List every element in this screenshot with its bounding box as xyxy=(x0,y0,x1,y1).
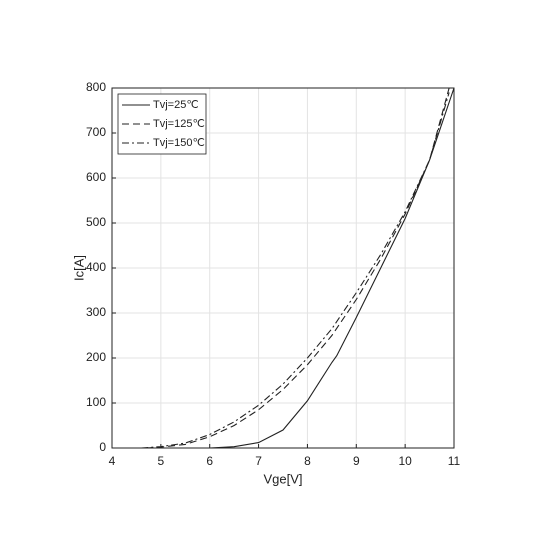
legend-label: Tvj=150℃ xyxy=(153,137,205,149)
data-line xyxy=(209,87,455,449)
legend-label: Tvj=125℃ xyxy=(153,118,205,130)
x-tick-label: 9 xyxy=(353,454,360,468)
y-tick-label: 200 xyxy=(86,350,106,364)
plot-frame xyxy=(111,87,455,449)
x-tick-label: 10 xyxy=(398,454,412,468)
y-axis-label: Ic[A] xyxy=(71,255,86,281)
y-tick-label: 600 xyxy=(86,170,106,184)
x-tick-label: 4 xyxy=(109,454,116,468)
data-line xyxy=(146,87,450,449)
x-axis-label: Vge[V] xyxy=(263,471,302,486)
y-tick-label: 500 xyxy=(86,215,106,229)
x-tick-label: 8 xyxy=(304,454,311,468)
legend-label: Tvj=25℃ xyxy=(153,99,199,111)
y-tick-label: 700 xyxy=(86,125,106,139)
x-tick-label: 11 xyxy=(448,454,461,468)
y-tick-label: 400 xyxy=(86,260,106,274)
y-tick-label: 0 xyxy=(99,440,106,454)
legend-box xyxy=(117,93,207,155)
y-tick-label: 100 xyxy=(86,395,106,409)
x-tick-label: 6 xyxy=(206,454,213,468)
x-tick-label: 7 xyxy=(255,454,262,468)
y-tick-label: 300 xyxy=(86,305,106,319)
y-tick-label: 800 xyxy=(86,80,106,94)
x-tick-label: 5 xyxy=(158,454,165,468)
data-line xyxy=(141,92,450,449)
